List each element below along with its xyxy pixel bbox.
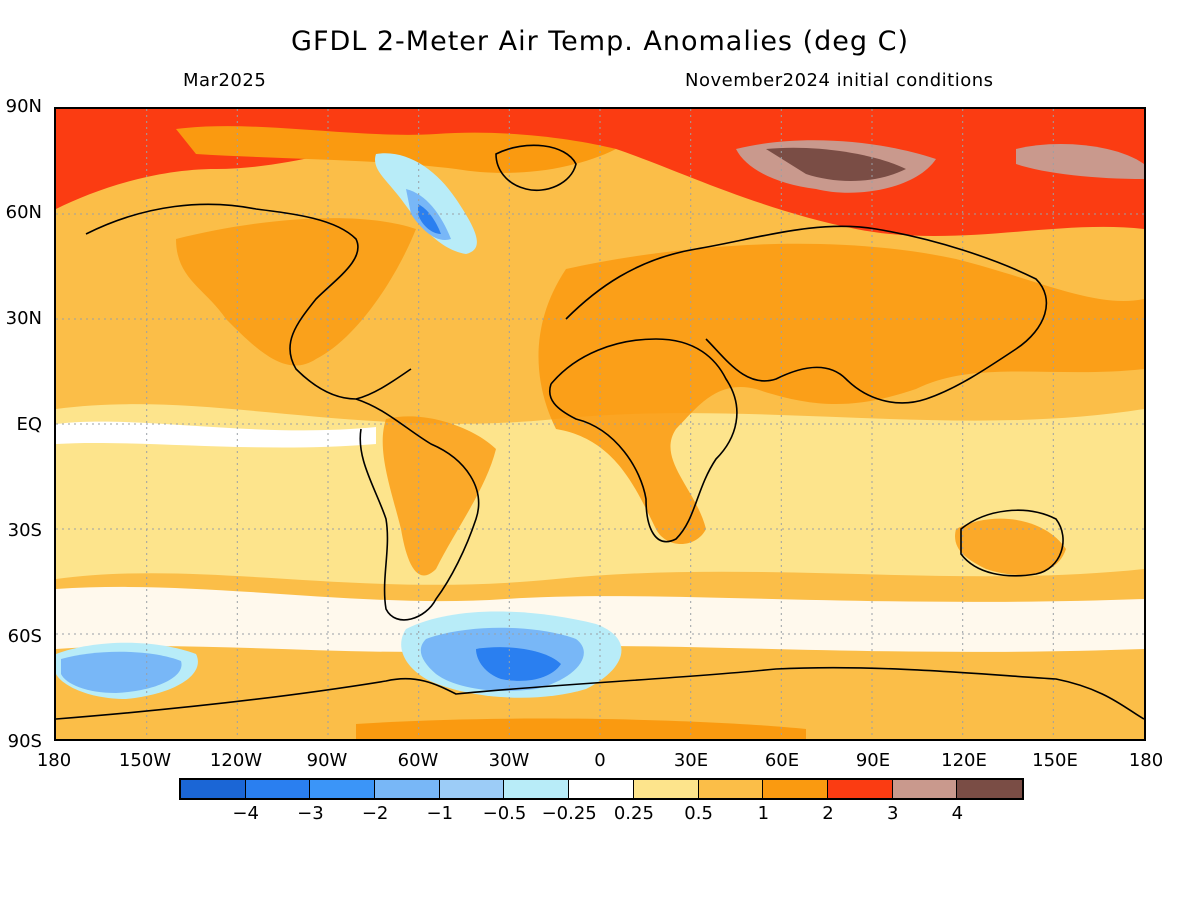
lat-label-eq: EQ xyxy=(16,414,42,435)
colorbar-box xyxy=(633,780,699,798)
map-gridlines xyxy=(56,109,1144,739)
chart-title: GFDL 2-Meter Air Temp. Anomalies (deg C) xyxy=(291,26,909,57)
colorbar-box xyxy=(375,780,440,798)
lon-label-120e: 120E xyxy=(941,750,987,771)
australia-coastline xyxy=(960,509,1064,577)
lat-label-90n: 90N xyxy=(5,96,42,117)
colorbar-box xyxy=(698,780,764,798)
lon-label-120w: 120W xyxy=(209,750,263,771)
colorbar-label: 2 xyxy=(822,803,834,824)
colorbar xyxy=(179,778,1024,800)
siberia-extreme-warm-region xyxy=(766,147,906,181)
colorbar-box xyxy=(569,780,634,798)
colorbar-label: −0.25 xyxy=(541,803,597,824)
africa-coastline xyxy=(549,338,738,543)
antarctica-stronger-warm-region xyxy=(356,718,806,739)
anomaly-map-svg xyxy=(56,109,1144,739)
valid-month-label: Mar2025 xyxy=(183,70,267,91)
colorbar-box xyxy=(892,780,958,798)
lon-label-90w: 90W xyxy=(306,750,348,771)
colorbar-label: −2 xyxy=(361,803,389,824)
colorbar-label: −3 xyxy=(297,803,324,824)
colorbar-label: 0.5 xyxy=(684,803,713,824)
south-america-warm-region xyxy=(382,416,496,576)
colorbar-box xyxy=(504,780,570,798)
colorbar-box xyxy=(310,780,376,798)
labrador-sea-coldest-region xyxy=(418,204,441,234)
amundsen-sea-cold-region xyxy=(61,651,182,693)
lat-label-60s: 60S xyxy=(7,626,42,647)
colorbar-label: 1 xyxy=(757,803,770,824)
lon-label-150w: 150W xyxy=(118,750,172,771)
colorbar-label: 3 xyxy=(886,803,899,824)
eurasia-coastline xyxy=(565,225,1048,404)
lat-label-90s: 90S xyxy=(7,731,42,752)
colorbar-box xyxy=(763,780,828,798)
antarctica-coastline xyxy=(56,666,1144,720)
colorbar-box xyxy=(439,780,505,798)
lon-label-180e: 180 xyxy=(1128,750,1164,771)
australia-warm-region xyxy=(955,518,1066,575)
colorbar-label: −4 xyxy=(232,803,259,824)
colorbar-box xyxy=(245,780,311,798)
greenland-coastline xyxy=(495,144,577,191)
lon-label-150e: 150E xyxy=(1032,750,1078,771)
arctic-ocean-warm-region xyxy=(176,126,616,173)
lon-label-0: 0 xyxy=(594,750,606,771)
equatorial-near-zero-region xyxy=(56,421,376,448)
lat-label-30n: 30N xyxy=(5,308,42,329)
colorbar-label: −1 xyxy=(426,803,454,824)
lon-label-90e: 90E xyxy=(855,750,891,771)
weddell-sea-coldest-region xyxy=(476,647,561,681)
lon-label-30w: 30W xyxy=(488,750,530,771)
south-america-coastline xyxy=(355,398,480,621)
anomaly-map xyxy=(54,107,1146,741)
colorbar-box xyxy=(827,780,893,798)
lon-label-60e: 60E xyxy=(764,750,800,771)
colorbar-label: 4 xyxy=(951,803,964,824)
colorbar-label: 0.25 xyxy=(613,803,654,824)
colorbar-box xyxy=(957,780,1022,798)
east-siberia-very-warm-region xyxy=(1016,144,1144,179)
coastlines xyxy=(56,144,1144,720)
lat-label-60n: 60N xyxy=(5,202,42,223)
lon-label-60w: 60W xyxy=(397,750,439,771)
lon-label-30e: 30E xyxy=(673,750,709,771)
lon-label-180w: 180 xyxy=(36,750,72,771)
north-america-coastline xyxy=(85,203,412,400)
init-conditions-label: November2024 initial conditions xyxy=(685,70,994,91)
lat-label-30s: 30S xyxy=(7,520,42,541)
colorbar-box xyxy=(181,780,246,798)
colorbar-label: −0.5 xyxy=(482,803,527,824)
